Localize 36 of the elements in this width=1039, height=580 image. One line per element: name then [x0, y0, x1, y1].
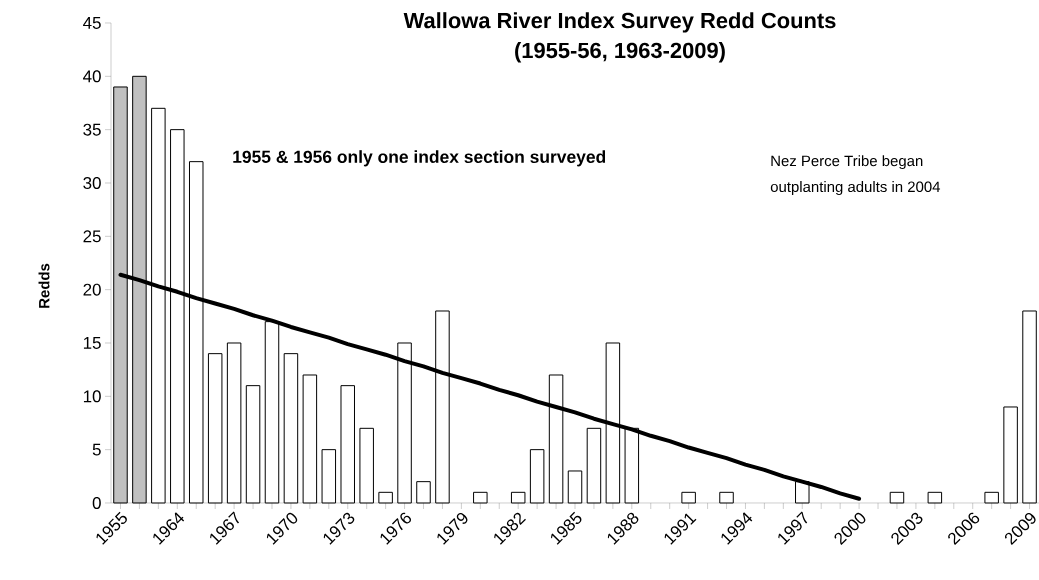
- y-tick-label: 0: [92, 496, 101, 509]
- y-tick-label: 20: [83, 283, 101, 296]
- bar: [1022, 310, 1037, 504]
- y-tick-label: 35: [83, 123, 101, 136]
- y-tick-label: 10: [83, 390, 101, 403]
- y-tick-label: 30: [83, 176, 101, 189]
- bar: [340, 385, 355, 504]
- bar: [1003, 406, 1018, 504]
- y-tick-label: 40: [83, 70, 101, 83]
- y-tick-label: 5: [92, 443, 101, 456]
- bar: [245, 385, 261, 504]
- chart-title: Wallowa River Index Survey Redd Counts (1955-56, 1963-2009): [403, 12, 836, 63]
- annotation: 1955 & 1956 only one index section surveyed: [233, 150, 606, 167]
- bar: [416, 481, 431, 504]
- bar: [321, 449, 337, 504]
- y-tick-label: 25: [83, 230, 101, 243]
- bar: [378, 491, 393, 504]
- bar: [529, 449, 545, 504]
- bar: [226, 342, 242, 504]
- y-axis-title: Redds: [38, 263, 50, 308]
- bar: [302, 374, 318, 504]
- bar: [283, 353, 299, 504]
- bar: [984, 491, 999, 504]
- bar: [510, 491, 526, 504]
- y-tick-label: 45: [83, 17, 101, 29]
- annotation: Nez Perce Tribe began outplanting adults in 2004: [770, 155, 941, 196]
- bar: [586, 427, 602, 504]
- bar: [889, 491, 905, 504]
- bar: [207, 353, 223, 504]
- bar: [473, 491, 488, 504]
- bar: [927, 491, 943, 504]
- bar: [567, 470, 583, 504]
- y-tick-label: 15: [83, 337, 101, 349]
- bar: [359, 427, 374, 504]
- bar: [719, 491, 734, 504]
- bar: [681, 491, 696, 504]
